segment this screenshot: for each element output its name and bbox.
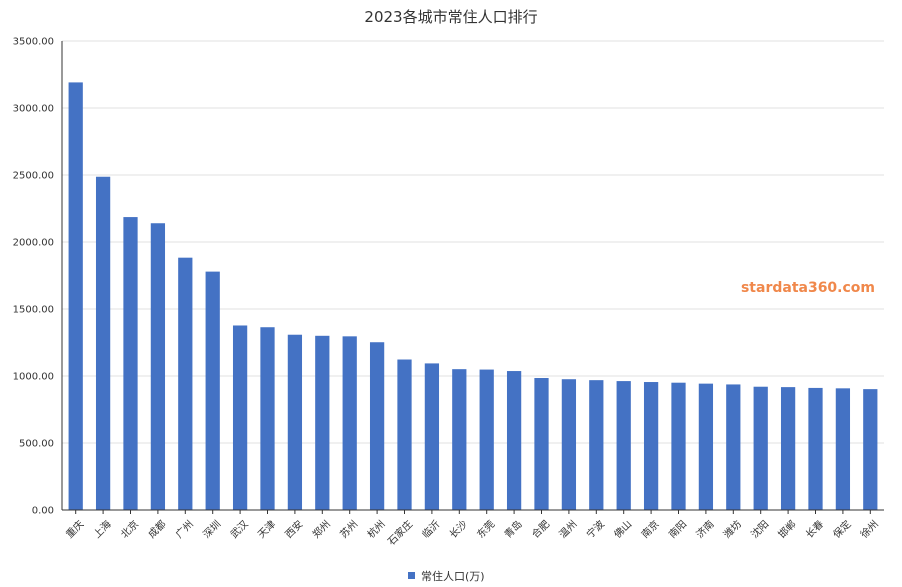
y-tick-label: 1500.00	[13, 305, 54, 316]
x-tick-label: 沈阳	[748, 517, 771, 540]
x-tick-label: 徐州	[858, 517, 881, 540]
x-tick-label: 郑州	[310, 517, 333, 540]
x-tick-label: 潍坊	[721, 517, 744, 540]
chart-title: 2023各城市常住人口排行	[364, 8, 537, 26]
bar[interactable]	[671, 382, 686, 510]
bar[interactable]	[315, 335, 330, 510]
bar[interactable]	[150, 223, 166, 511]
x-tick-label: 临沂	[419, 517, 442, 540]
x-tick-label: 保定	[830, 517, 853, 540]
y-tick-label: 500.00	[19, 439, 54, 450]
bar[interactable]	[424, 363, 440, 510]
x-tick-label: 东莞	[474, 517, 497, 540]
x-tick-label: 杭州	[364, 517, 387, 540]
x-tick-label: 石家庄	[385, 517, 415, 547]
x-tick-label: 上海	[90, 517, 113, 540]
bar[interactable]	[863, 389, 878, 510]
y-tick-label: 2500.00	[13, 171, 54, 182]
bar[interactable]	[753, 386, 768, 510]
x-tick-label: 合肥	[529, 517, 552, 540]
bar[interactable]	[561, 379, 577, 510]
x-tick-label: 深圳	[201, 518, 224, 541]
bar[interactable]	[178, 257, 193, 510]
x-tick-label: 成都	[146, 518, 169, 541]
x-axis: 重庆 上海 北京 成都 广州 深圳 武汉 天津 西安 郑州 苏州 杭州石家庄 临沂 长沙 东莞 青岛 合肥 温州宁…	[62, 509, 884, 548]
bar[interactable]	[780, 387, 796, 510]
bar[interactable]	[123, 217, 138, 511]
x-tick-label: 西安	[282, 517, 305, 540]
legend[interactable]: 常住人口(万)	[408, 569, 485, 583]
x-tick-label: 北京	[118, 517, 141, 540]
bar[interactable]	[205, 271, 220, 510]
bar[interactable]	[643, 382, 659, 510]
x-tick-label: 邯郸	[775, 517, 798, 540]
y-tick-label: 2000.00	[13, 238, 54, 249]
x-tick-label: 南阳	[666, 517, 689, 540]
y-tick-label: 3000.00	[13, 104, 54, 115]
bar[interactable]	[835, 388, 851, 510]
watermark-text: stardata360.com	[741, 280, 875, 296]
y-tick-label: 0.00	[32, 506, 54, 517]
y-tick-label: 3500.00	[13, 37, 54, 48]
bar[interactable]	[95, 176, 111, 510]
x-tick-label: 济南	[693, 517, 716, 540]
bar[interactable]	[534, 378, 549, 510]
bar[interactable]	[698, 383, 714, 510]
bar[interactable]	[452, 369, 467, 510]
x-tick-label: 青岛	[501, 517, 524, 540]
x-tick-label: 长春	[804, 518, 827, 541]
legend-swatch	[408, 572, 415, 579]
x-tick-label: 宁波	[584, 517, 607, 540]
x-tick-label: 长沙	[447, 518, 470, 541]
bar[interactable]	[589, 380, 604, 510]
bar[interactable]	[287, 334, 303, 510]
grid-lines	[62, 40, 884, 511]
legend-label: 常住人口(万)	[421, 569, 485, 583]
bar[interactable]	[260, 327, 275, 510]
bars	[68, 82, 878, 511]
y-axis: 0.00 500.00 1000.00 1500.00 2000.00 2500.00 30…	[13, 37, 63, 517]
bar[interactable]	[808, 387, 823, 510]
x-tick-label: 武汉	[227, 517, 250, 540]
y-tick-label: 1000.00	[13, 372, 54, 383]
x-tick-label: 佛山	[611, 517, 634, 540]
x-tick-label: 苏州	[337, 517, 360, 540]
x-tick-label: 南京	[638, 517, 661, 540]
bar[interactable]	[369, 342, 385, 510]
bar[interactable]	[506, 371, 522, 510]
bar[interactable]	[479, 369, 494, 510]
x-tick-label: 天津	[256, 518, 279, 541]
bar[interactable]	[68, 82, 83, 510]
bar[interactable]	[342, 336, 357, 510]
bar[interactable]	[397, 359, 412, 510]
x-tick-label: 广州	[173, 518, 196, 541]
bar[interactable]	[726, 384, 741, 510]
bar[interactable]	[616, 381, 631, 510]
x-tick-label: 温州	[557, 518, 580, 541]
bar[interactable]	[232, 325, 248, 510]
x-tick-label: 重庆	[63, 517, 86, 540]
